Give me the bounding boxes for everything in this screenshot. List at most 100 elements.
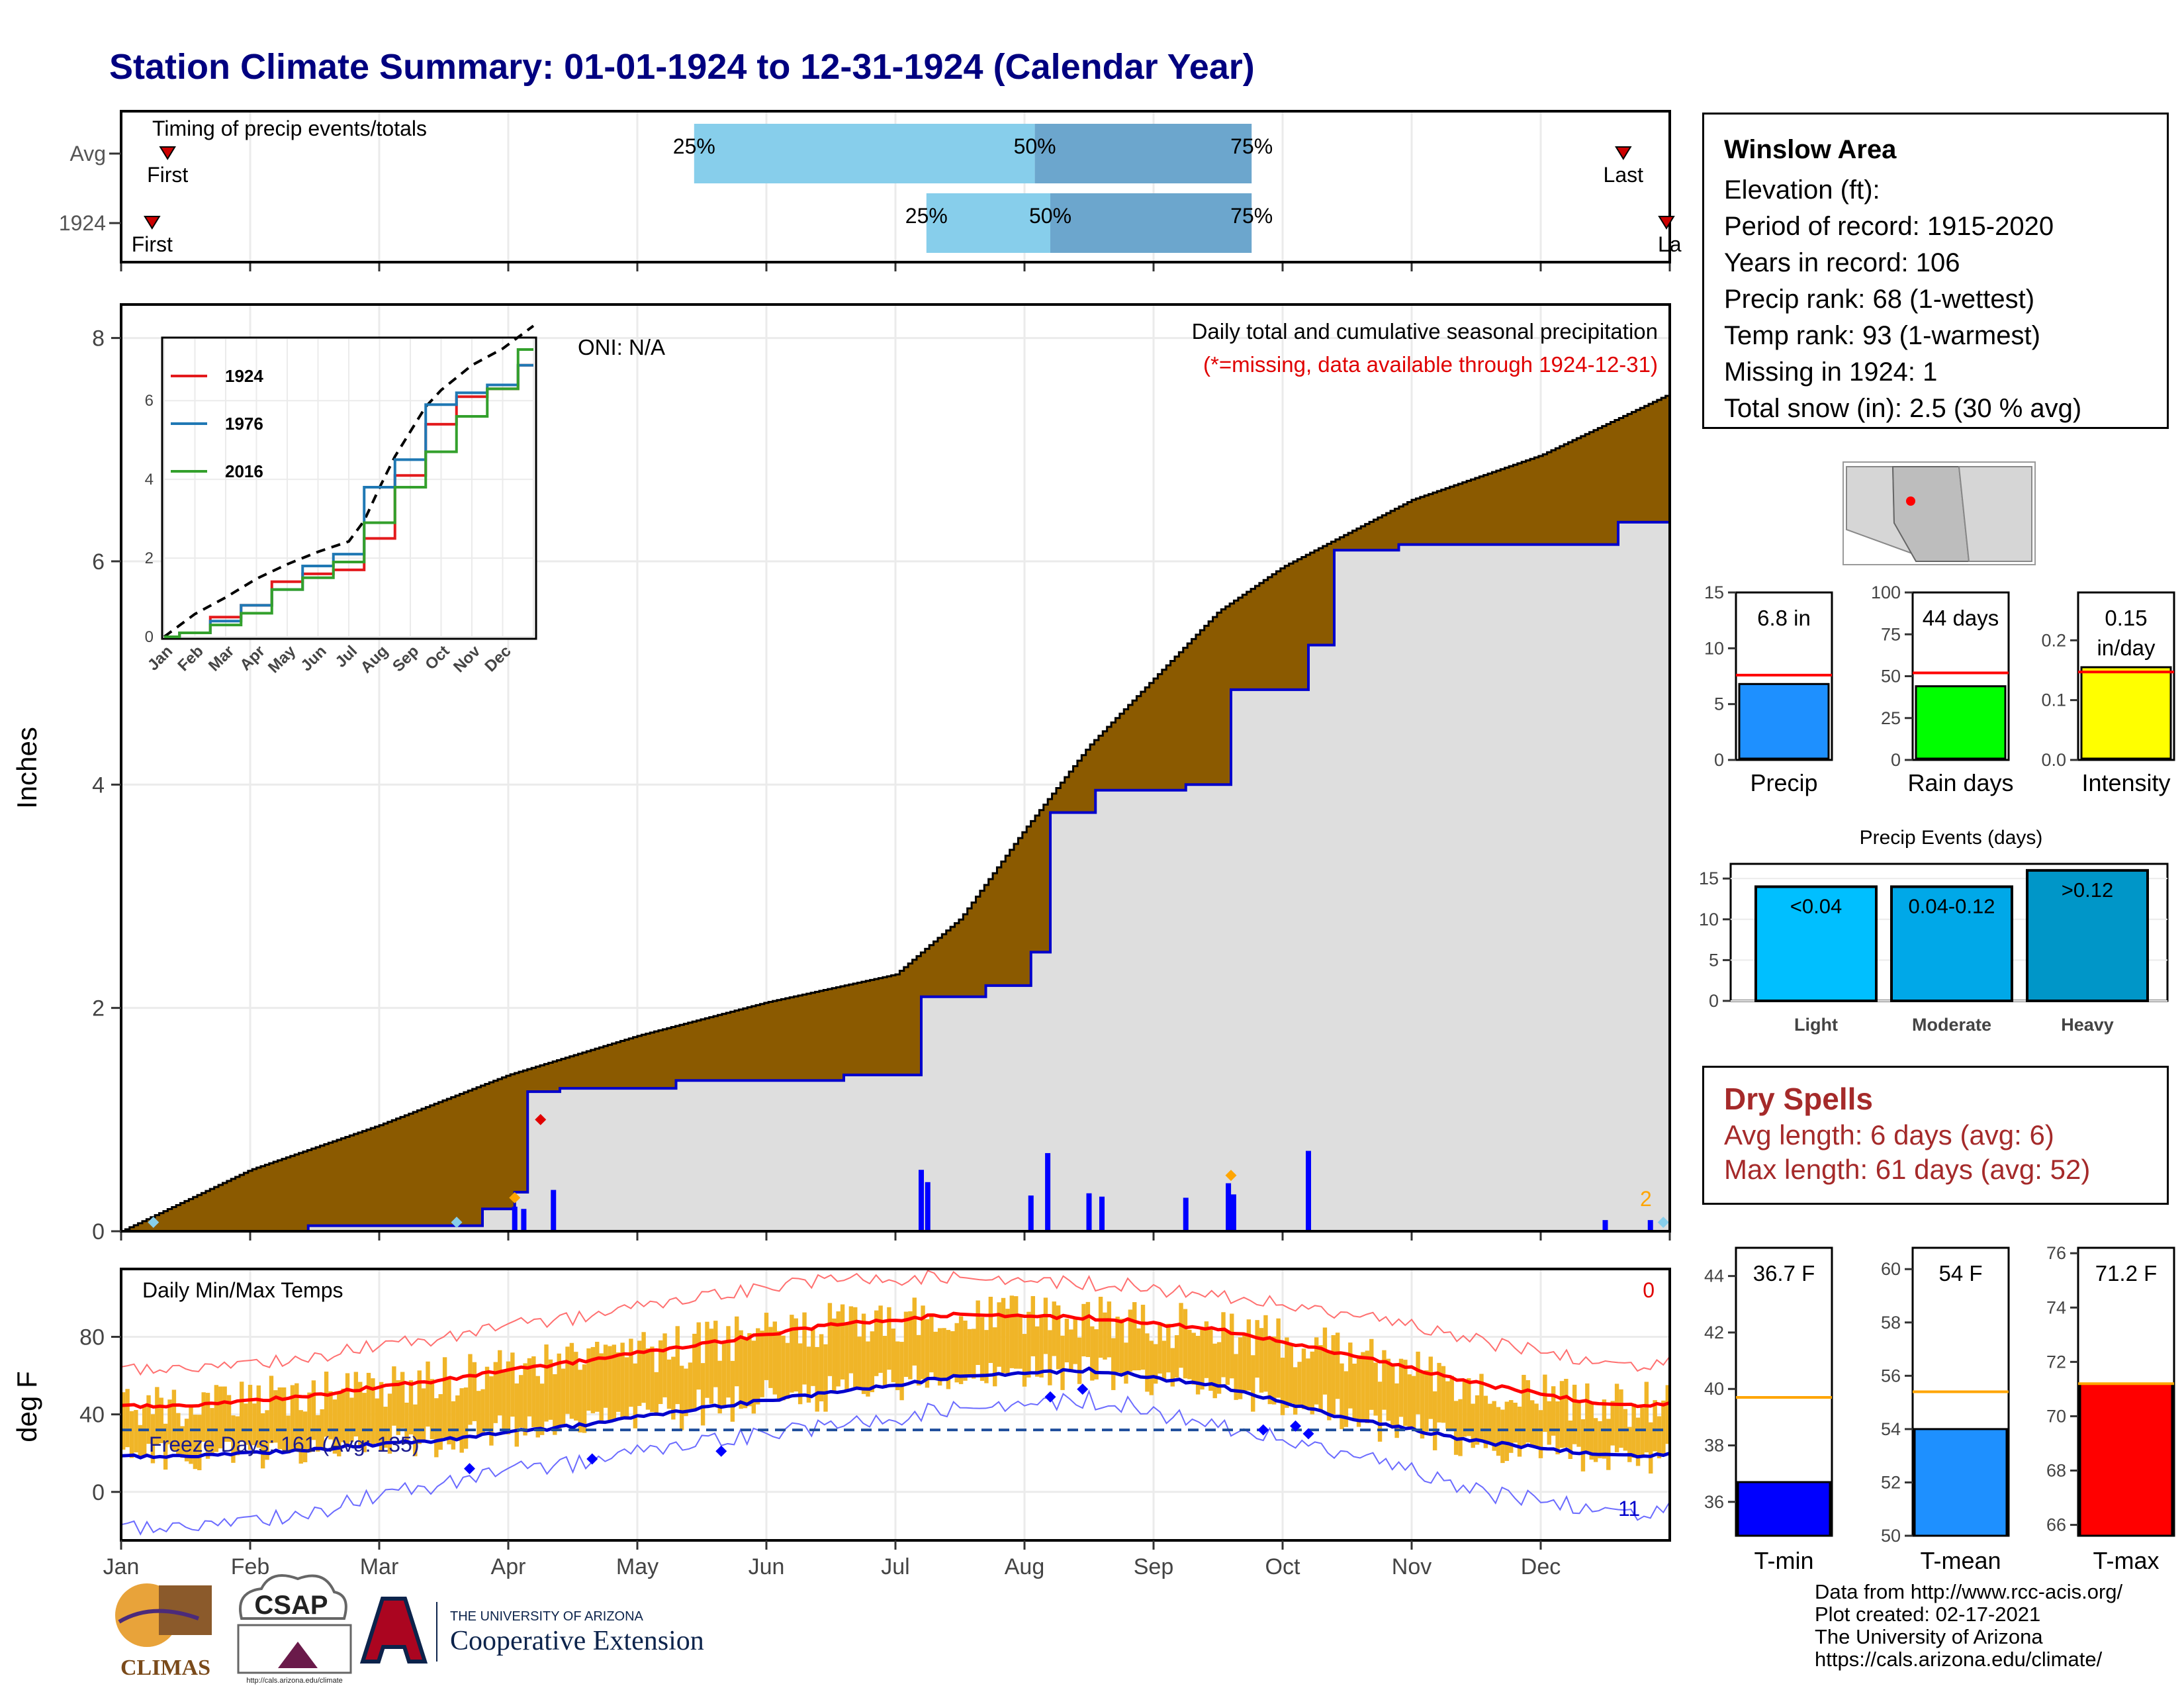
events-bar-label: <0.04: [1790, 895, 1842, 918]
daily-temp-bar: [578, 1370, 582, 1432]
daily-temp-bar: [125, 1389, 130, 1448]
daily-temp-bar: [781, 1335, 786, 1401]
daily-temp-bar: [937, 1328, 942, 1386]
daily-temp-bar: [1492, 1401, 1496, 1451]
mini-category-label: Intensity: [2081, 769, 2170, 796]
inset-legend-label: 1976: [225, 414, 263, 434]
daily-temp-bar: [743, 1339, 748, 1409]
daily-temp-bar: [730, 1360, 735, 1422]
daily-temp-bar: [341, 1388, 345, 1442]
daily-temp-bar: [134, 1410, 138, 1453]
daily-temp-bar: [1513, 1403, 1518, 1443]
precip-panel: 0 2 4 6 8 Inches Daily total and cumulative …: [11, 303, 1671, 1244]
timing-pct-label: 25%: [673, 134, 715, 158]
daily-temp-bar: [1411, 1376, 1416, 1430]
csap-logo-text: CSAP: [254, 1591, 328, 1620]
ua-small-text: THE UNIVERSITY OF ARIZONA: [450, 1609, 644, 1624]
climas-swoosh-icon: [118, 1609, 200, 1624]
daily-temp-bar: [874, 1310, 879, 1376]
daily-temp-bar: [806, 1346, 811, 1403]
daily-temp-bar: [1200, 1329, 1205, 1390]
daily-temp-bar: [1390, 1363, 1395, 1427]
precip-marker: [1225, 1170, 1237, 1182]
daily-temp-bar: [1048, 1330, 1052, 1385]
daily-temp-bar: [802, 1312, 807, 1385]
daily-temp-bar: [1488, 1403, 1492, 1444]
timing-box-lower-Avg: [694, 124, 1035, 183]
daily-temp-bar: [1449, 1376, 1454, 1431]
daily-temp-bar: [641, 1332, 646, 1403]
credit-source: Data from http://www.rcc-acis.org/: [1815, 1580, 2123, 1603]
station-name: Winslow Area: [1724, 135, 1897, 164]
daily-temp-bar: [1018, 1314, 1023, 1369]
inset-series-2016: [164, 348, 533, 638]
oni-label: ONI: N/A: [578, 335, 665, 359]
daily-temp-bar: [840, 1304, 845, 1380]
timing-frame: [120, 110, 1671, 263]
daily-temp-bar: [167, 1399, 172, 1444]
events-bar-Heavy: [2026, 868, 2149, 1003]
daily-temp-bar: [434, 1398, 439, 1458]
daily-temp-bar: [861, 1313, 866, 1394]
daily-temp-bar: [565, 1346, 570, 1414]
daily-temp-bar: [662, 1333, 667, 1397]
daily-temp-bar: [921, 1305, 925, 1380]
temp-summary-ytick-label: 72: [2046, 1352, 2066, 1372]
daily-temp-bar: [180, 1426, 185, 1458]
temp-summary-label: T-max: [2093, 1547, 2159, 1574]
daily-temp-bar: [1547, 1401, 1551, 1445]
daily-temp-bar: [1416, 1351, 1420, 1415]
timing-pct-label: 75%: [1230, 134, 1273, 158]
precip-ytick-label: 6: [92, 549, 105, 575]
daily-temp-bar: [785, 1342, 790, 1399]
daily-temp-bar: [523, 1363, 527, 1436]
temp-month-label: Dec: [1521, 1554, 1561, 1579]
daily-temp-bar: [226, 1395, 232, 1442]
daily-temp-bar: [751, 1340, 756, 1414]
daily-temp-bar: [430, 1379, 435, 1440]
daily-temp-bar: [1619, 1389, 1623, 1448]
daily-temp-bar: [1403, 1360, 1408, 1427]
daily-temp-bar: [1525, 1380, 1531, 1443]
events-title: Precip Events (days): [1860, 827, 2043, 849]
precip-ytick-label: 0: [92, 1219, 105, 1244]
daily-temp-bar: [866, 1341, 870, 1397]
daily-temp-bar: [498, 1350, 502, 1416]
daily-temp-bar: [1128, 1309, 1133, 1372]
daily-temp-bar: [1462, 1381, 1467, 1437]
daily-temp-bar: [1382, 1350, 1387, 1410]
daily-temp-bar: [1564, 1378, 1569, 1448]
daily-temp-bar: [954, 1323, 959, 1383]
daily-temp-bar: [1174, 1335, 1179, 1378]
daily-temp-bar: [925, 1319, 930, 1388]
daily-temp-bar: [1479, 1374, 1484, 1441]
daily-temp-bar: [1183, 1309, 1188, 1379]
mini-bar-Precip: [1738, 682, 1830, 760]
daily-temp-bar: [120, 1392, 126, 1450]
daily-temp-bar: [1610, 1401, 1615, 1446]
locator-map: [1843, 461, 2036, 565]
daily-temp-bar: [933, 1331, 938, 1378]
daily-temp-bar: [705, 1321, 709, 1398]
daily-temp-bar: [1001, 1297, 1006, 1374]
daily-temp-bar: [1204, 1321, 1209, 1378]
daily-temp-bar: [1538, 1410, 1543, 1458]
mini-category-label: Precip: [1750, 769, 1817, 796]
daily-temp-bar: [1119, 1319, 1124, 1376]
daily-temp-bar: [1369, 1338, 1374, 1410]
precip-ylabel: Inches: [11, 727, 42, 809]
daily-temp-bar: [244, 1403, 248, 1445]
station-info-box: Winslow Area Elevation (ft): Period of r…: [1702, 113, 2169, 429]
daily-temp-bar: [1340, 1363, 1344, 1429]
precip-note: (*=missing, data available through 1924-…: [1203, 352, 1658, 377]
daily-temp-bar: [1030, 1295, 1035, 1356]
daily-temp-bar: [281, 1387, 287, 1450]
daily-temp-bar: [171, 1389, 177, 1451]
timing-box-upper-1924: [1050, 193, 1252, 253]
daily-temp-bar: [1572, 1384, 1577, 1444]
daily-temp-bar: [1377, 1382, 1383, 1442]
daily-temp-bar: [574, 1352, 578, 1421]
temp-month-label: Jan: [103, 1554, 140, 1579]
precip-marker: [509, 1192, 521, 1203]
